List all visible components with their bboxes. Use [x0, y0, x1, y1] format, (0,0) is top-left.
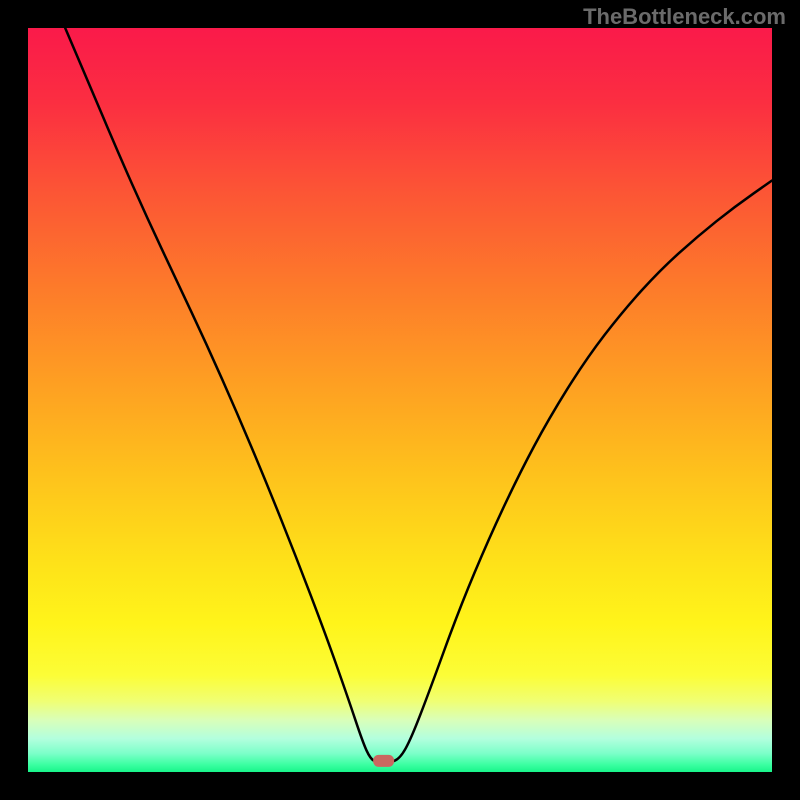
chart-svg	[0, 0, 800, 800]
plot-background-gradient	[28, 28, 772, 772]
minimum-marker	[374, 755, 394, 766]
watermark-text: TheBottleneck.com	[583, 4, 786, 30]
watermark-label: TheBottleneck.com	[583, 4, 786, 29]
